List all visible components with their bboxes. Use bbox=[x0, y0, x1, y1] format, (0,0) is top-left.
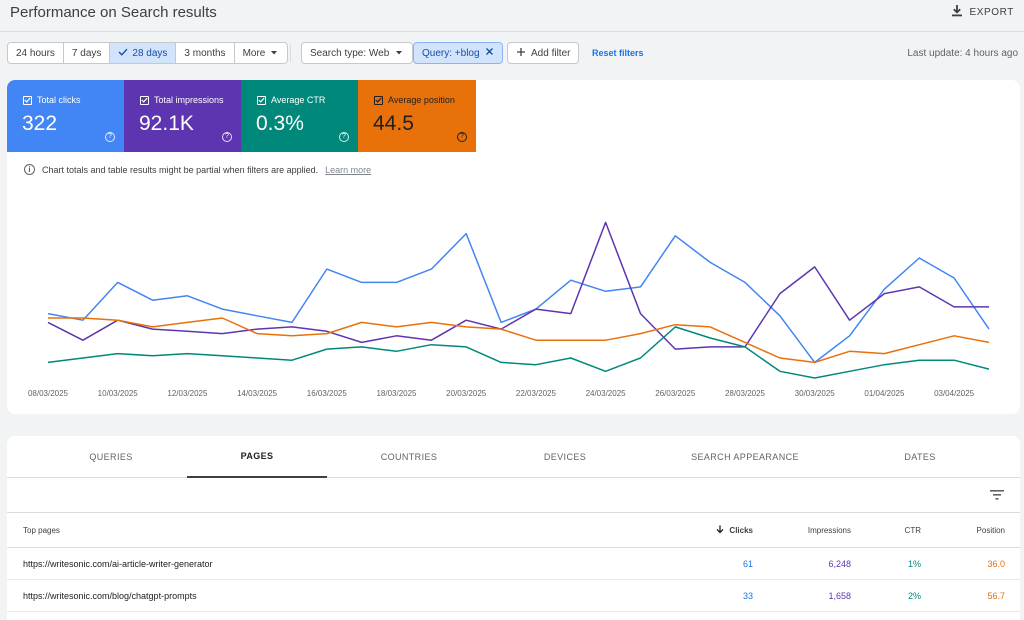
column-position[interactable]: Position bbox=[976, 525, 1005, 535]
x-tick-label: 22/03/2025 bbox=[516, 389, 557, 398]
tab-search-appearance[interactable]: SEARCH APPEARANCE bbox=[691, 452, 799, 462]
ctr-value: 2% bbox=[907, 590, 921, 601]
header-divider bbox=[0, 31, 1024, 32]
sort-arrow-down-icon bbox=[716, 525, 724, 536]
x-tick-label: 30/03/2025 bbox=[795, 389, 836, 398]
column-top-pages[interactable]: Top pages bbox=[23, 525, 60, 535]
help-icon[interactable]: ? bbox=[222, 132, 232, 142]
page-header: Performance on Search results EXPORT bbox=[0, 0, 1024, 30]
range-24-hours[interactable]: 24 hours bbox=[8, 43, 64, 63]
metric-value: 92.1K bbox=[139, 112, 194, 135]
help-icon[interactable]: ? bbox=[339, 132, 349, 142]
series-line-ctr[interactable] bbox=[47, 326, 990, 379]
x-tick-label: 01/04/2025 bbox=[864, 389, 905, 398]
tab-queries[interactable]: QUERIES bbox=[89, 452, 133, 462]
help-icon[interactable]: ? bbox=[105, 132, 115, 142]
caret-down-icon bbox=[394, 48, 404, 59]
add-filter-button[interactable]: Add filter bbox=[507, 42, 580, 64]
query-filter-chip[interactable]: Query: +blog bbox=[413, 42, 503, 64]
table-header: Top pages Clicks Impressions CTR Positio… bbox=[7, 512, 1020, 548]
checkbox-icon bbox=[257, 95, 266, 105]
x-tick-label: 26/03/2025 bbox=[655, 389, 696, 398]
tab-countries[interactable]: COUNTRIES bbox=[380, 452, 438, 462]
checkbox-icon bbox=[374, 95, 383, 105]
check-icon bbox=[118, 48, 128, 59]
help-icon[interactable]: ? bbox=[457, 132, 467, 142]
checkbox-icon bbox=[140, 95, 149, 105]
column-impressions[interactable]: Impressions bbox=[807, 525, 851, 535]
x-tick-label: 10/03/2025 bbox=[98, 389, 139, 398]
metric-average-position[interactable]: Average position 44.5 ? bbox=[358, 80, 476, 152]
filter-separator bbox=[290, 44, 291, 62]
impressions-value: 6,248 bbox=[828, 558, 851, 569]
range-7-days[interactable]: 7 days bbox=[64, 43, 111, 63]
export-button[interactable]: EXPORT bbox=[951, 4, 1014, 20]
reset-filters-link[interactable]: Reset filters bbox=[592, 48, 644, 58]
metric-total-clicks[interactable]: Total clicks 322 ? bbox=[7, 80, 124, 152]
x-tick-label: 20/03/2025 bbox=[446, 389, 487, 398]
range-more-dropdown[interactable]: More bbox=[235, 43, 288, 63]
metric-value: 322 bbox=[22, 112, 58, 135]
search-type-dropdown[interactable]: Search type: Web bbox=[301, 42, 414, 64]
position-value: 56.7 bbox=[987, 590, 1005, 601]
plus-icon bbox=[516, 47, 526, 60]
notice-text: Chart totals and table results might be … bbox=[42, 164, 319, 175]
metric-value: 44.5 bbox=[373, 112, 414, 135]
partial-data-notice: i Chart totals and table results might b… bbox=[24, 164, 371, 175]
page-url[interactable]: https://writesonic.com/ai-article-writer… bbox=[23, 558, 213, 569]
performance-chart-card: Total clicks 322 ? Total impressions 92.… bbox=[7, 80, 1020, 414]
export-label: EXPORT bbox=[969, 6, 1014, 18]
filter-bar: 24 hours 7 days 28 days 3 months More Se… bbox=[0, 40, 1024, 66]
column-ctr[interactable]: CTR bbox=[904, 525, 921, 535]
range-3-months[interactable]: 3 months bbox=[176, 43, 235, 63]
x-tick-label: 14/03/2025 bbox=[237, 389, 278, 398]
column-clicks[interactable]: Clicks bbox=[607, 513, 753, 547]
metric-total-impressions[interactable]: Total impressions 92.1K ? bbox=[124, 80, 241, 152]
checkbox-icon bbox=[23, 95, 32, 105]
ctr-value: 1% bbox=[907, 558, 921, 569]
tab-pages[interactable]: PAGES bbox=[187, 436, 327, 478]
clicks-value: 61 bbox=[742, 558, 753, 569]
tab-dates[interactable]: DATES bbox=[904, 452, 936, 462]
series-line-position[interactable] bbox=[48, 317, 990, 364]
series-line-impressions[interactable] bbox=[47, 221, 989, 350]
x-tick-label: 16/03/2025 bbox=[307, 389, 348, 398]
x-tick-label: 03/04/2025 bbox=[934, 389, 975, 398]
series-line-clicks[interactable] bbox=[47, 232, 990, 364]
dimension-table-card: QUERIES PAGES COUNTRIES DEVICES SEARCH A… bbox=[7, 436, 1020, 620]
tab-devices[interactable]: DEVICES bbox=[543, 452, 587, 462]
position-value: 36.0 bbox=[987, 558, 1005, 569]
table-row[interactable]: https://writesonic.com/ai-article-writer… bbox=[7, 548, 1020, 580]
close-icon[interactable] bbox=[485, 47, 494, 59]
x-tick-label: 08/03/2025 bbox=[28, 389, 69, 398]
table-row[interactable]: https://writesonic.com/blog/chatgpt-prom… bbox=[7, 580, 1020, 612]
download-icon bbox=[951, 4, 963, 20]
impressions-value: 1,658 bbox=[828, 590, 851, 601]
page-title: Performance on Search results bbox=[10, 4, 217, 21]
metric-value: 0.3% bbox=[256, 112, 304, 135]
x-tick-label: 12/03/2025 bbox=[167, 389, 208, 398]
last-update-text: Last update: 4 hours ago bbox=[907, 48, 1018, 59]
page-url[interactable]: https://writesonic.com/blog/chatgpt-prom… bbox=[23, 590, 197, 601]
date-range-selector: 24 hours 7 days 28 days 3 months More bbox=[7, 42, 289, 64]
clicks-value: 33 bbox=[742, 590, 753, 601]
x-tick-label: 24/03/2025 bbox=[586, 389, 627, 398]
performance-line-chart[interactable]: 08/03/2025 10/03/2025 12/03/2025 14/03/2025… bbox=[7, 210, 1020, 414]
x-tick-label: 18/03/2025 bbox=[376, 389, 417, 398]
learn-more-link[interactable]: Learn more bbox=[325, 164, 372, 175]
range-28-days[interactable]: 28 days bbox=[110, 43, 177, 63]
x-tick-label: 28/03/2025 bbox=[725, 389, 766, 398]
dimension-tabs: QUERIES PAGES COUNTRIES DEVICES SEARCH A… bbox=[7, 436, 1020, 478]
metric-average-ctr[interactable]: Average CTR 0.3% ? bbox=[241, 80, 358, 152]
filter-list-icon[interactable] bbox=[990, 487, 1004, 505]
info-icon: i bbox=[24, 164, 35, 175]
caret-down-icon bbox=[269, 48, 279, 59]
